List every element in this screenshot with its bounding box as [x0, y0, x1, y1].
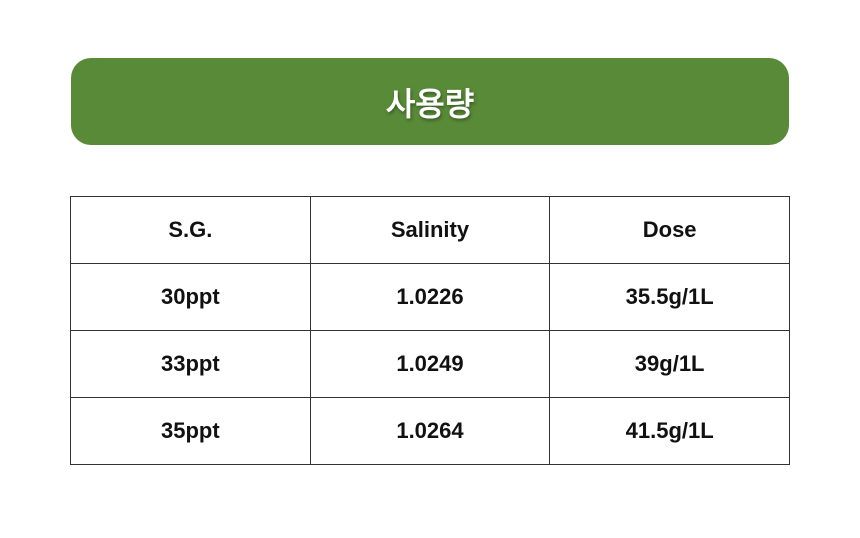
header-cell: Salinity [309, 196, 551, 264]
table-cell: 1.0264 [309, 397, 551, 465]
table-cell: 41.5g/1L [549, 397, 790, 465]
table-cell: 30ppt [70, 263, 311, 331]
table-row: 33ppt 1.0249 39g/1L [70, 330, 790, 398]
table-row: 30ppt 1.0226 35.5g/1L [70, 263, 790, 331]
table-row: 35ppt 1.0264 41.5g/1L [70, 397, 790, 465]
page-title: 사용량 [385, 84, 475, 123]
header-cell: Dose [549, 196, 790, 264]
table-cell: 1.0226 [309, 263, 551, 331]
table-cell: 35ppt [70, 397, 311, 465]
table-header-row: S.G. Salinity Dose [70, 196, 790, 264]
dosage-table: S.G. Salinity Dose 30ppt 1.0226 35.5g/1L… [70, 196, 790, 465]
table-cell: 1.0249 [309, 330, 551, 398]
table-cell: 33ppt [70, 330, 311, 398]
title-banner: 사용량 [71, 58, 789, 145]
table-cell: 35.5g/1L [549, 263, 790, 331]
header-cell: S.G. [70, 196, 311, 264]
table-cell: 39g/1L [549, 330, 790, 398]
